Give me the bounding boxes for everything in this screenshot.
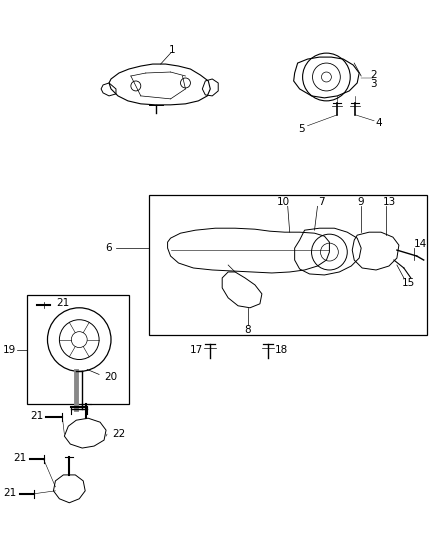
Text: 9: 9: [358, 197, 364, 207]
Text: 8: 8: [245, 325, 251, 335]
Bar: [27, 295, 129, 404]
Text: 14: 14: [414, 239, 427, 249]
Text: 21: 21: [3, 488, 16, 498]
Text: 22: 22: [112, 429, 126, 439]
Bar: [149, 196, 427, 335]
Text: 17: 17: [190, 344, 203, 354]
Text: 15: 15: [402, 278, 415, 288]
Text: 21: 21: [57, 298, 70, 308]
Text: 21: 21: [13, 453, 26, 463]
Text: 20: 20: [104, 373, 117, 382]
Text: 5: 5: [298, 124, 305, 134]
Text: 10: 10: [277, 197, 290, 207]
Text: 1: 1: [169, 45, 176, 55]
Text: 18: 18: [275, 344, 288, 354]
Text: 3: 3: [370, 79, 376, 89]
Text: 13: 13: [382, 197, 396, 207]
Text: 21: 21: [30, 411, 43, 421]
Text: 2: 2: [370, 70, 376, 80]
Text: 6: 6: [106, 243, 112, 253]
Text: 4: 4: [376, 118, 382, 128]
Text: 19: 19: [3, 344, 16, 354]
Text: 7: 7: [318, 197, 325, 207]
